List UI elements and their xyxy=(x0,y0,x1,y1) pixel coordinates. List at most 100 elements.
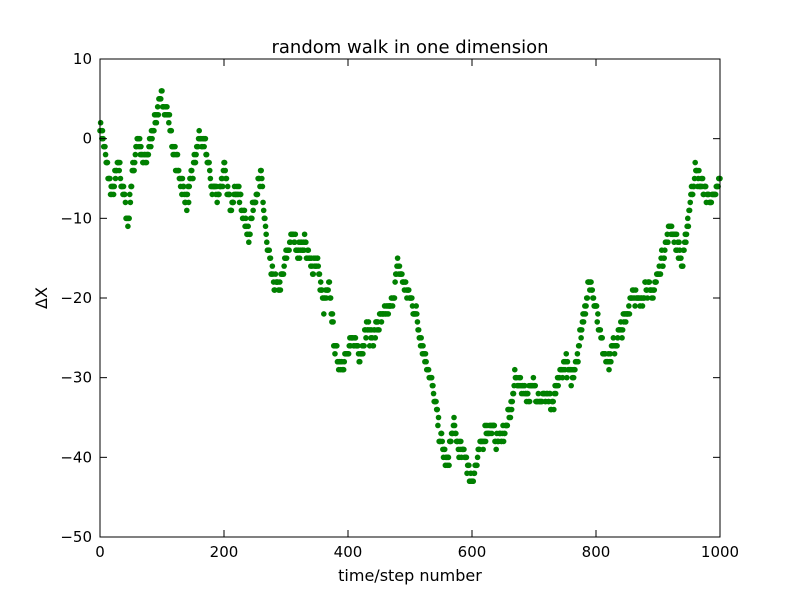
data-point xyxy=(330,319,336,325)
data-point xyxy=(334,343,340,349)
data-point xyxy=(593,303,600,309)
data-point xyxy=(594,319,601,325)
data-point xyxy=(651,287,658,293)
data-point xyxy=(689,191,696,198)
data-point xyxy=(203,151,210,158)
data-point xyxy=(117,159,123,166)
data-point xyxy=(611,350,618,357)
data-point xyxy=(509,398,516,405)
data-point xyxy=(186,183,193,190)
data-point xyxy=(316,271,323,277)
data-point xyxy=(547,390,553,397)
y-axis-label: ΔX xyxy=(32,287,51,309)
data-point xyxy=(122,199,129,206)
data-point xyxy=(614,343,620,349)
data-point xyxy=(266,247,273,253)
data-point xyxy=(222,167,229,174)
y-tick-label: −30 xyxy=(60,369,92,387)
data-point xyxy=(504,422,511,429)
data-point xyxy=(653,279,659,285)
data-point xyxy=(214,199,220,206)
data-point xyxy=(246,239,252,246)
data-point xyxy=(149,135,155,142)
data-point xyxy=(435,422,441,429)
data-point xyxy=(430,390,437,397)
data-point xyxy=(434,406,441,413)
data-point xyxy=(168,127,175,134)
data-point xyxy=(219,183,226,190)
data-point xyxy=(360,350,366,357)
y-tick-label: 10 xyxy=(73,50,92,68)
data-point xyxy=(525,390,531,397)
data-point xyxy=(370,343,377,349)
data-point xyxy=(230,199,237,206)
data-point xyxy=(650,295,656,301)
data-point xyxy=(97,119,104,126)
data-point xyxy=(127,199,134,206)
data-point xyxy=(159,88,165,94)
data-point xyxy=(575,358,581,365)
data-point xyxy=(668,223,675,230)
data-point xyxy=(99,127,106,134)
data-point xyxy=(453,430,459,437)
data-point xyxy=(292,231,299,238)
data-point xyxy=(110,191,117,198)
data-point xyxy=(599,335,605,341)
data-point xyxy=(184,191,191,198)
data-point xyxy=(247,231,253,238)
data-point xyxy=(236,183,242,190)
data-point xyxy=(662,247,668,253)
data-point xyxy=(314,255,321,261)
data-point xyxy=(301,231,308,238)
data-point xyxy=(126,191,133,198)
data-point xyxy=(661,255,667,261)
data-point xyxy=(466,462,472,469)
data-point xyxy=(420,343,426,349)
data-point xyxy=(446,462,452,469)
data-point xyxy=(474,462,480,469)
data-point xyxy=(206,167,213,174)
data-point xyxy=(708,199,715,206)
data-point xyxy=(619,327,626,333)
data-point xyxy=(580,319,587,325)
data-point xyxy=(317,279,324,285)
data-point xyxy=(260,207,267,214)
data-point xyxy=(551,406,557,413)
data-point xyxy=(242,215,249,222)
data-point xyxy=(267,255,274,261)
data-point xyxy=(263,239,270,246)
data-point xyxy=(510,390,517,397)
data-point xyxy=(673,231,680,238)
data-point xyxy=(568,382,574,389)
data-point xyxy=(172,143,178,150)
data-point xyxy=(508,406,515,413)
data-point xyxy=(120,183,127,190)
data-point xyxy=(396,263,403,269)
y-tick-label: −10 xyxy=(60,209,92,227)
data-point xyxy=(482,438,489,445)
data-point xyxy=(321,311,327,317)
data-point xyxy=(589,287,596,293)
data-point xyxy=(102,151,109,158)
data-point xyxy=(263,231,269,238)
data-point xyxy=(572,366,578,373)
data-point xyxy=(188,167,195,174)
x-tick-label: 1000 xyxy=(701,543,739,561)
data-point xyxy=(502,430,508,437)
data-point xyxy=(391,295,398,301)
data-point xyxy=(201,143,207,150)
data-point xyxy=(116,167,123,174)
data-point xyxy=(329,311,336,317)
data-point xyxy=(117,175,124,182)
data-point xyxy=(430,382,436,389)
data-point xyxy=(355,343,361,349)
y-tick-label: −50 xyxy=(60,528,92,546)
data-point xyxy=(305,247,312,253)
data-point xyxy=(262,223,269,230)
data-point xyxy=(578,335,584,341)
data-point xyxy=(458,438,464,445)
x-tick-label: 800 xyxy=(582,543,611,561)
data-point xyxy=(433,398,439,405)
data-point xyxy=(237,191,244,198)
